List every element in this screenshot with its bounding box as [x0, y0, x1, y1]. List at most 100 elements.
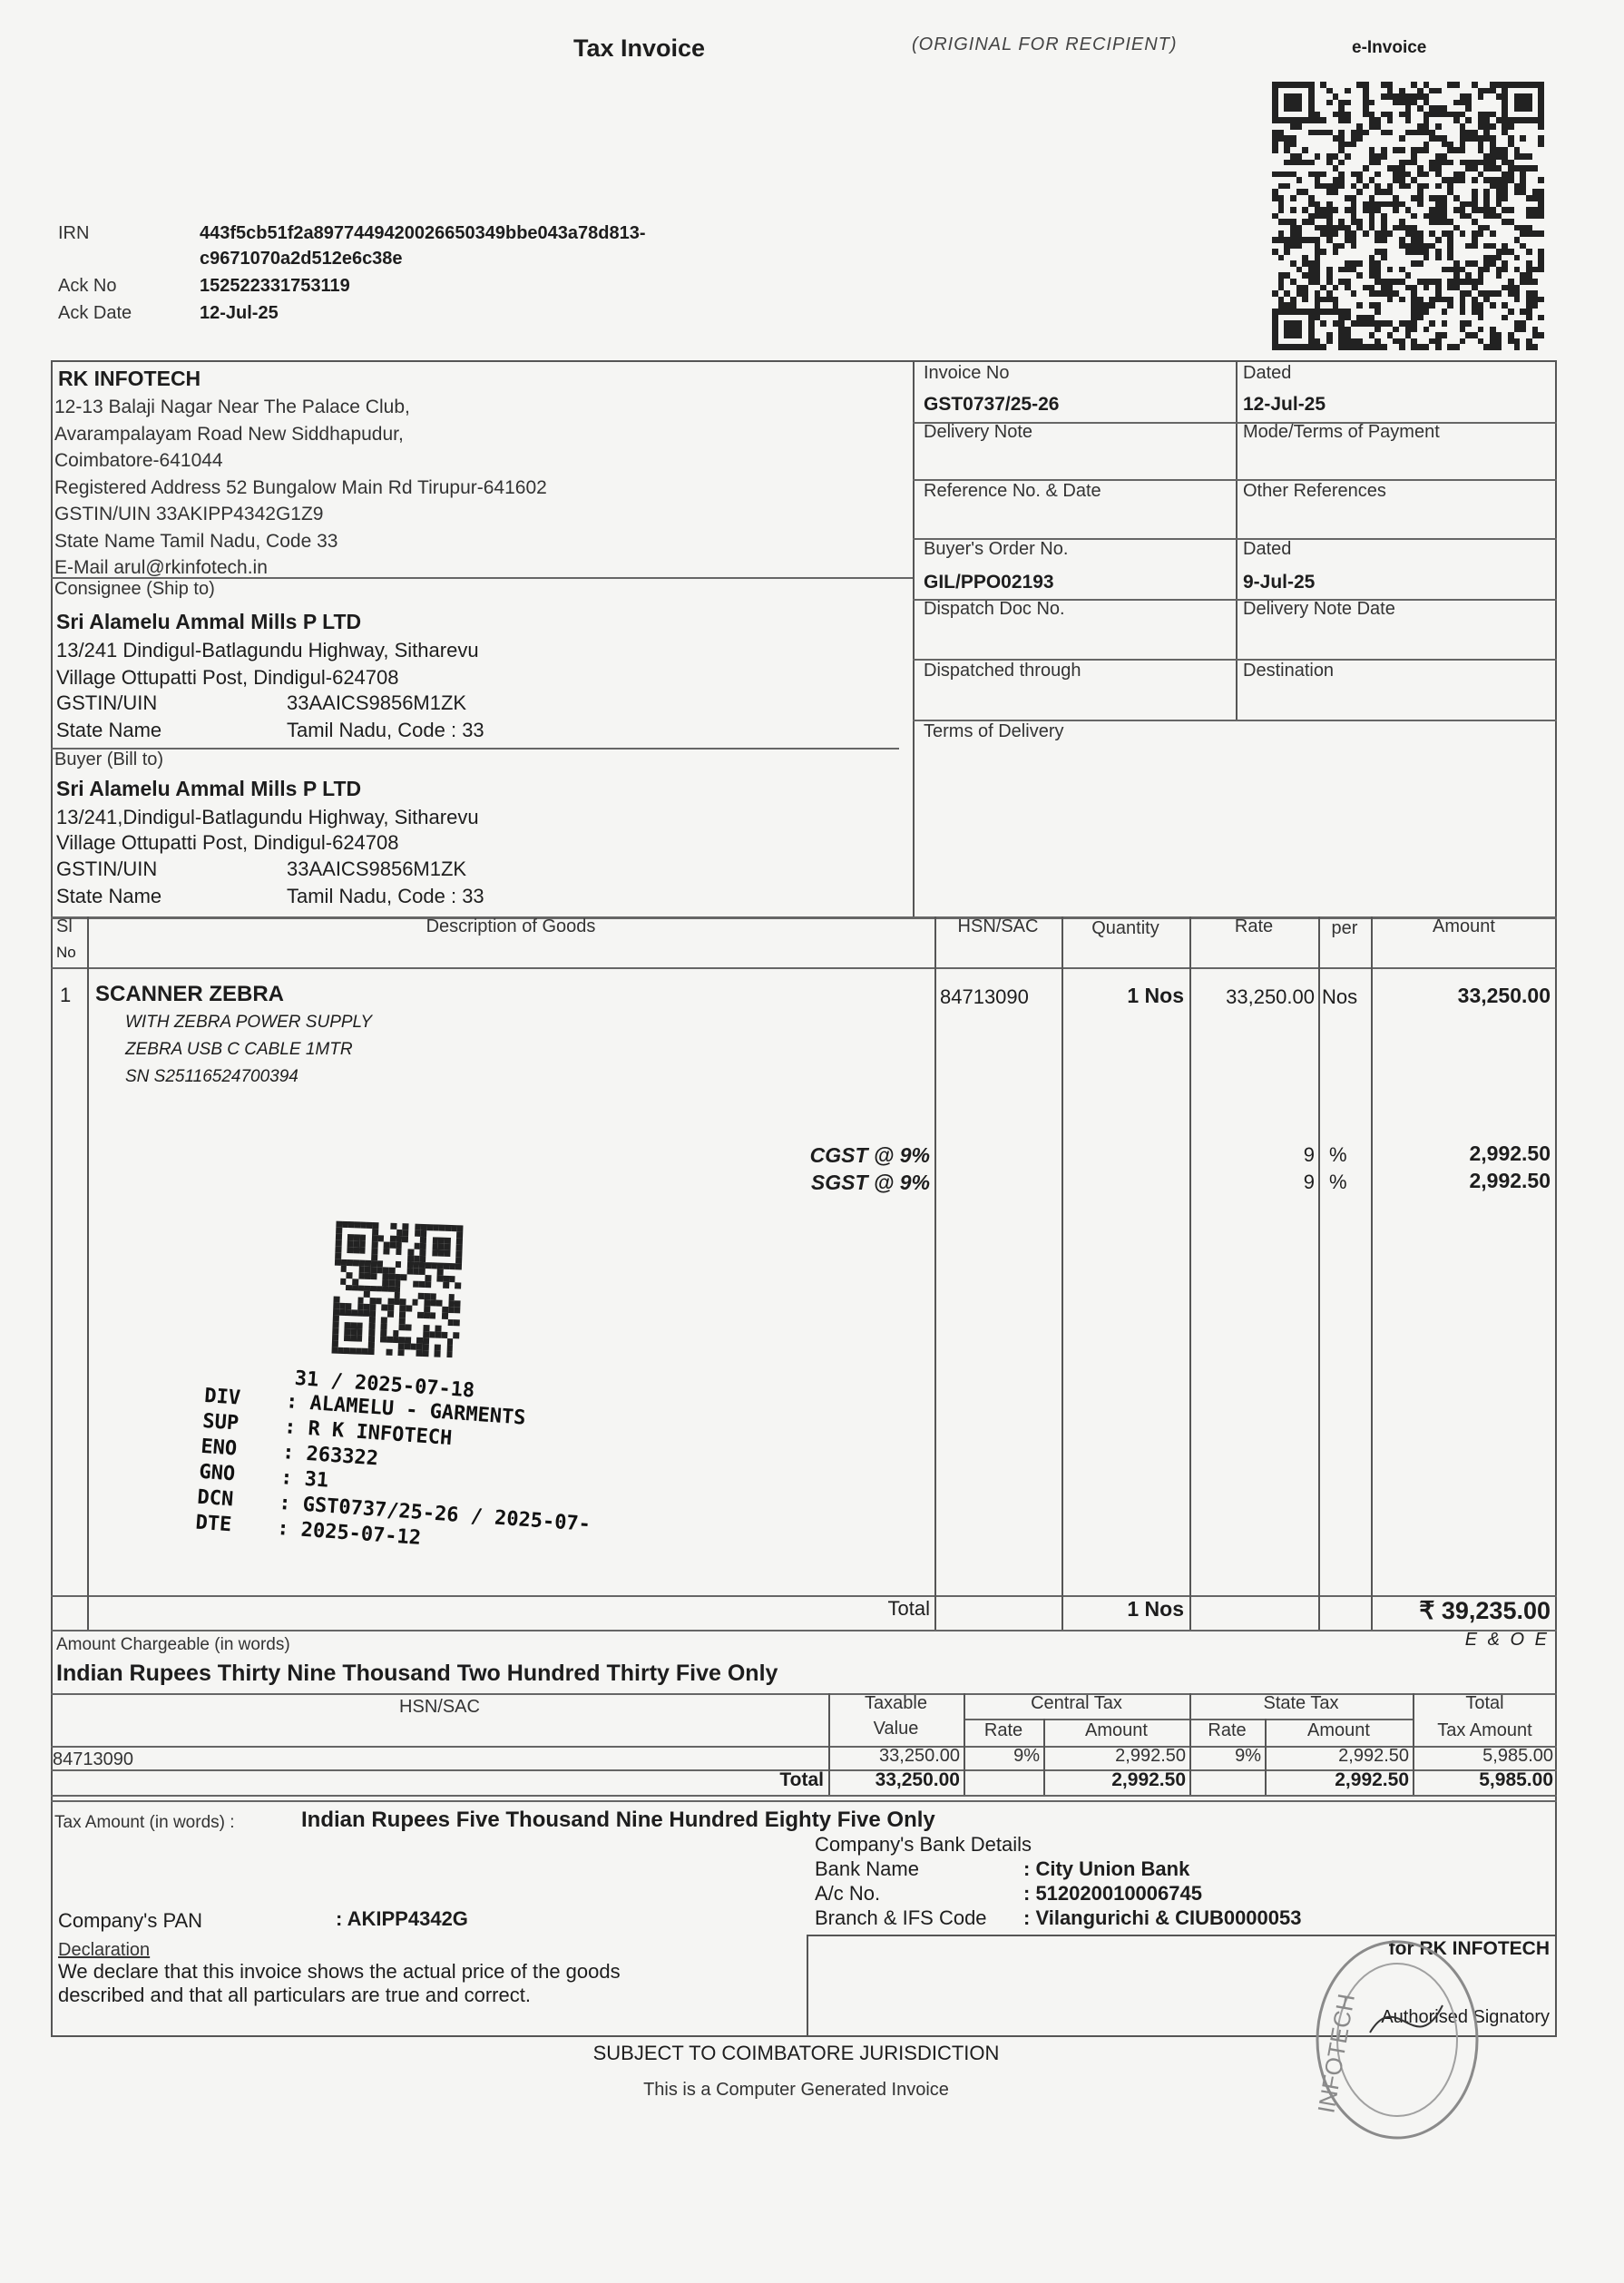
- invoice-no: GST0737/25-26: [924, 394, 1060, 415]
- receipt-qr-code: [331, 1220, 464, 1358]
- tax-s-amount: 2,992.50: [1338, 1746, 1409, 1766]
- tax-in-words: Indian Rupees Five Thousand Nine Hundred…: [301, 1808, 935, 1832]
- dispatch-doc-label: Dispatch Doc No.: [924, 599, 1065, 619]
- pan-label: Company's PAN: [58, 1909, 203, 1932]
- cgst-pct: %: [1329, 1143, 1347, 1166]
- bank-name-label: Bank Name: [815, 1857, 919, 1880]
- consignee-address-1: 13/241 Dindigul-Batlagundu Highway, Sith…: [56, 639, 479, 661]
- jurisdiction: SUBJECT TO COIMBATORE JURISDICTION: [592, 2042, 1000, 2064]
- tax-col-central: Central Tax: [1031, 1693, 1122, 1713]
- company-pan: : AKIPP4342G: [336, 1907, 468, 1930]
- ack-no: 152522331753119: [200, 276, 350, 296]
- col-quantity: Quantity: [1091, 918, 1159, 938]
- item-sub-2: ZEBRA USB C CABLE 1MTR: [125, 1040, 353, 1059]
- delivery-note-label: Delivery Note: [924, 422, 1033, 442]
- tax-s-rate: 9%: [1235, 1746, 1261, 1766]
- authorised-signatory: Authorised Signatory: [1381, 2007, 1550, 2027]
- consignee-gstin: 33AAICS9856M1ZK: [287, 691, 467, 714]
- tax-col-total: Total: [1465, 1693, 1504, 1713]
- consignee-name: Sri Alamelu Ammal Mills P LTD: [56, 610, 362, 633]
- destination-label: Destination: [1243, 661, 1335, 681]
- buyer-label: Buyer (Bill to): [54, 750, 164, 769]
- col-per: per: [1331, 918, 1358, 938]
- consignee-label: Consignee (Ship to): [54, 579, 215, 599]
- item-sl: 1: [60, 984, 72, 1006]
- einvoice-label: e-Invoice: [1352, 38, 1427, 57]
- sgst-pct: %: [1329, 1171, 1347, 1193]
- consignee-state: Tamil Nadu, Code : 33: [287, 719, 484, 741]
- receipt-stamp: 31 / 2025-07-18 DIV: ALAMELU - GARMENTS S…: [195, 1361, 601, 1563]
- tax-c-rate: 9%: [1013, 1746, 1040, 1766]
- tax-words-label: Tax Amount (in words) :: [54, 1813, 235, 1832]
- ack-date: 12-Jul-25: [200, 303, 279, 323]
- einvoice-qr-code: [1272, 82, 1544, 350]
- branch-label: Branch & IFS Code: [815, 1906, 987, 1929]
- bank-name: : City Union Bank: [1023, 1857, 1190, 1880]
- col-sl: Sl: [56, 916, 73, 936]
- dispatched-through-label: Dispatched through: [924, 661, 1081, 681]
- buyer-gstin-label: GSTIN/UIN: [56, 857, 158, 880]
- account-no: : 512020010006745: [1023, 1882, 1202, 1905]
- items-total-label: Total: [887, 1597, 930, 1620]
- tax-total-total: 5,985.00: [1479, 1769, 1553, 1790]
- amount-words-label: Amount Chargeable (in words): [56, 1635, 290, 1654]
- col-hsn: HSN/SAC: [957, 916, 1039, 936]
- company-seal-icon: INFOTECH: [1312, 1940, 1479, 2140]
- item-rate: 33,250.00: [1226, 985, 1315, 1008]
- tax-col-c-rate: Rate: [983, 1720, 1023, 1740]
- cgst-rate: 9: [1303, 1143, 1315, 1166]
- tax-col-s-amount: Amount: [1307, 1720, 1370, 1740]
- buyers-order-no: GIL/PPO02193: [924, 572, 1054, 593]
- tax-col-state: State Tax: [1263, 1693, 1339, 1713]
- irn-label: IRN: [58, 223, 90, 243]
- account-no-label: A/c No.: [815, 1882, 881, 1905]
- irn-value-2: c9671070a2d512e6c38e: [200, 249, 403, 269]
- stamp-value: : 31: [279, 1466, 329, 1493]
- signature-for: for RK INFOTECH: [1388, 1938, 1550, 1959]
- bank-details-title: Company's Bank Details: [815, 1833, 1032, 1856]
- reference-label: Reference No. & Date: [924, 481, 1101, 501]
- tax-col-total-tax: Tax Amount: [1437, 1720, 1532, 1740]
- invoice-no-label: Invoice No: [924, 363, 1010, 383]
- tax-total-taxable: 33,250.00: [875, 1769, 960, 1790]
- col-amount: Amount: [1433, 916, 1495, 936]
- sgst-label: SGST @ 9%: [810, 1171, 930, 1194]
- invoice-title: Tax Invoice: [573, 34, 706, 62]
- item-sub-1: WITH ZEBRA POWER SUPPLY: [125, 1013, 373, 1032]
- terms-of-delivery-label: Terms of Delivery: [924, 721, 1064, 741]
- item-hsn: 84713090: [940, 985, 1029, 1008]
- seller-line: Registered Address 52 Bungalow Main Rd T…: [54, 476, 547, 498]
- sgst-rate: 9: [1303, 1171, 1315, 1193]
- order-date: 9-Jul-25: [1243, 572, 1316, 593]
- tax-col-c-amount: Amount: [1085, 1720, 1148, 1740]
- buyer-name: Sri Alamelu Ammal Mills P LTD: [56, 777, 362, 800]
- seller-line: Coimbatore-641044: [54, 450, 223, 471]
- invoice-frame: [51, 360, 1557, 2037]
- cgst-label: CGST @ 9%: [809, 1143, 930, 1167]
- eoe-label: E & O E: [1464, 1630, 1550, 1650]
- buyer-gstin: 33AAICS9856M1ZK: [287, 857, 467, 880]
- tax-taxable: 33,250.00: [879, 1746, 960, 1766]
- tax-total-c-amount: 2,992.50: [1111, 1769, 1186, 1790]
- branch-ifsc: : Vilangurichi & CIUB0000053: [1023, 1906, 1302, 1929]
- buyers-order-label: Buyer's Order No.: [924, 539, 1069, 559]
- other-references-label: Other References: [1243, 481, 1386, 501]
- seller-line: Avarampalayam Road New Siddhapudur,: [54, 423, 404, 445]
- cgst-amount: 2,992.50: [1469, 1142, 1551, 1165]
- col-rate: Rate: [1234, 916, 1274, 936]
- declaration-line-2: described and that all particulars are t…: [58, 1984, 531, 2006]
- delivery-note-date-label: Delivery Note Date: [1243, 599, 1395, 619]
- signature-box: [807, 1935, 1557, 2037]
- seller-line: State Name Tamil Nadu, Code 33: [54, 530, 338, 552]
- items-total-qty: 1 Nos: [1127, 1597, 1184, 1621]
- tax-col-hsn: HSN/SAC: [399, 1697, 480, 1717]
- seller-line: E-Mail arul@rkinfotech.in: [54, 557, 268, 578]
- buyer-state-label: State Name: [56, 885, 162, 907]
- invoice-date: 12-Jul-25: [1243, 394, 1326, 415]
- item-name: SCANNER ZEBRA: [95, 982, 285, 1006]
- ack-date-label: Ack Date: [58, 303, 132, 323]
- tax-total-s-amount: 2,992.50: [1335, 1769, 1409, 1790]
- seller-name: RK INFOTECH: [58, 367, 201, 390]
- tax-col-value: Value: [873, 1719, 919, 1739]
- item-sub-3: SN S25116524700394: [125, 1067, 298, 1086]
